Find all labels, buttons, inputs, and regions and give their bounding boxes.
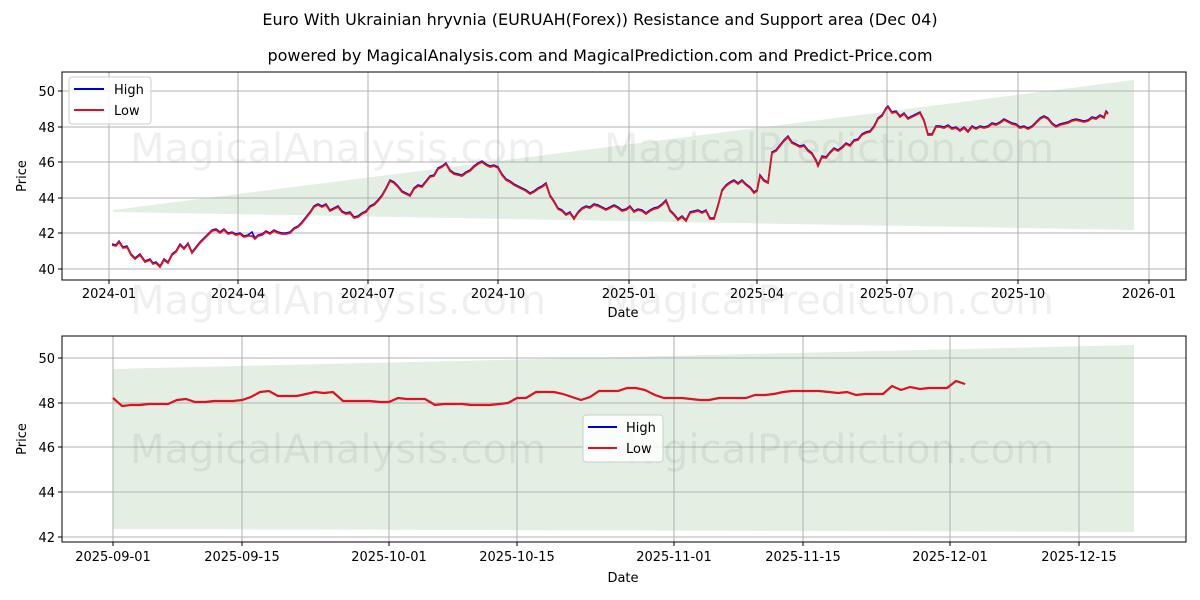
watermark-magicalprediction-3: MagicalPrediction.com [604, 427, 1054, 473]
chart-title: Euro With Ukrainian hryvnia (EURUAH(Fore… [262, 10, 938, 29]
watermark-magicalprediction-2: MagicalPrediction.com [604, 278, 1054, 324]
top-xtick: 2024-01 [82, 287, 136, 302]
top-y-axis-label: Price [15, 160, 30, 192]
bottom-ytick: 44 [38, 486, 55, 501]
bottom-xtick: 2025-10-15 [479, 550, 555, 565]
watermark-magicalanalysis: MagicalAnalysis.com [130, 126, 546, 172]
top-ytick: 46 [38, 156, 55, 171]
bottom-xtick: 2025-09-15 [204, 550, 280, 565]
top-xtick: 2025-01 [602, 287, 656, 302]
legend-high-label: High [114, 83, 144, 98]
bottom-xtick: 2025-11-01 [636, 550, 712, 565]
watermark-magicalanalysis-3: MagicalAnalysis.com [130, 427, 546, 473]
bottom-x-axis-label: Date [607, 571, 638, 586]
bottom-x-axis: 2025-09-01 2025-09-15 2025-10-01 2025-10… [75, 542, 1117, 586]
bottom-xtick: 2025-12-01 [912, 550, 988, 565]
top-xtick: 2024-10 [471, 287, 525, 302]
top-y-axis: 40 42 44 46 48 50 Price [15, 85, 62, 278]
top-legend: High Low [68, 76, 152, 125]
bottom-ytick: 48 [38, 397, 55, 412]
legend-low-label: Low [626, 442, 652, 457]
top-grid [62, 72, 1186, 280]
chart-subtitle: powered by MagicalAnalysis.com and Magic… [267, 46, 933, 65]
top-ytick: 44 [38, 192, 55, 207]
bottom-xtick: 2025-09-01 [75, 550, 151, 565]
top-low-line [111, 105, 1109, 269]
bottom-xtick: 2025-12-15 [1041, 550, 1117, 565]
top-axes-frame [61, 71, 1187, 281]
top-xtick: 2026-01 [1122, 287, 1176, 302]
watermark-magicalanalysis-2: MagicalAnalysis.com [130, 278, 546, 324]
bottom-y-axis: 42 44 46 48 50 Price [15, 352, 62, 546]
bottom-chart: MagicalAnalysis.com MagicalPrediction.co… [15, 335, 1187, 586]
bottom-y-axis-label: Price [15, 423, 30, 455]
watermark-magicalprediction: MagicalPrediction.com [604, 126, 1054, 172]
bottom-xtick: 2025-10-01 [351, 550, 427, 565]
bottom-grid [62, 336, 1186, 542]
top-ytick: 42 [38, 227, 55, 242]
bottom-ytick: 42 [38, 531, 55, 546]
bottom-ytick: 46 [38, 441, 55, 456]
bottom-legend: High Low [582, 414, 664, 463]
top-xtick: 2025-07 [860, 287, 914, 302]
top-xtick: 2025-04 [730, 287, 784, 302]
bottom-xtick: 2025-11-15 [765, 550, 841, 565]
bottom-low-line [112, 379, 966, 408]
top-ytick: 40 [38, 263, 55, 278]
top-xtick: 2024-07 [341, 287, 395, 302]
legend-low-label: Low [114, 104, 140, 119]
bottom-axes-frame [61, 335, 1187, 543]
top-ytick: 48 [38, 121, 55, 136]
top-xtick: 2024-04 [211, 287, 265, 302]
top-xtick: 2025-10 [991, 287, 1045, 302]
legend-high-label: High [626, 421, 656, 436]
bottom-ytick: 50 [38, 352, 55, 367]
top-x-axis: 2024-01 2024-04 2024-07 2024-10 2025-01 … [82, 280, 1176, 321]
top-chart: MagicalAnalysis.com MagicalPrediction.co… [15, 71, 1187, 324]
top-ytick: 50 [38, 85, 55, 100]
top-x-axis-label: Date [607, 306, 638, 321]
